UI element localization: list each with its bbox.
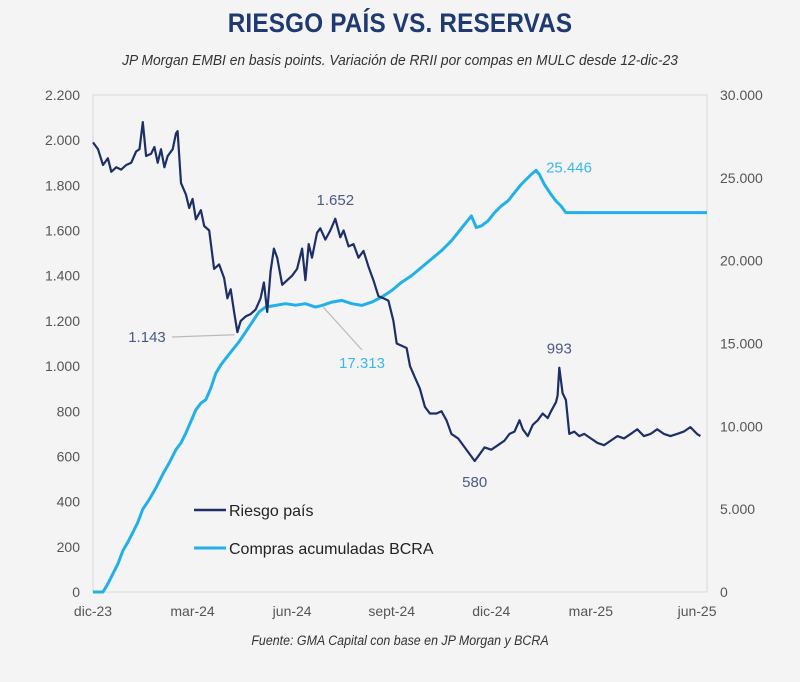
chart-subtitle: JP Morgan EMBI en basis points. Variació…	[122, 52, 678, 69]
legend-label-compras-bcra: Compras acumuladas BCRA	[229, 541, 434, 558]
legend: Riesgo país Compras acumuladas BCRA	[194, 503, 434, 558]
y-left-tick-label: 200	[57, 539, 81, 555]
chart-source: Fuente: GMA Capital con base en JP Morga…	[251, 633, 549, 648]
data-label-riesgo-pais: 580	[462, 474, 487, 491]
y-left-tick-label: 2.200	[45, 87, 80, 103]
y-right-tick-label: 20.000	[720, 253, 763, 269]
series-line-compras-bcra	[93, 168, 707, 594]
data-label-riesgo-pais: 1.143	[128, 329, 166, 346]
y-right-tick-label: 30.000	[720, 87, 763, 103]
y-left-tick-label: 800	[57, 403, 81, 419]
x-tick-label: jun-25	[677, 603, 717, 619]
data-label-compras-bcra: 17.313	[339, 355, 385, 372]
x-tick-label: dic-24	[472, 603, 510, 619]
x-tick-label: dic-23	[74, 603, 112, 619]
y-left-tick-label: 600	[57, 448, 81, 464]
chart-title: RIESGO PAÍS VS. RESERVAS	[227, 8, 573, 38]
data-label-riesgo-pais: 1.652	[317, 192, 355, 209]
data-label-riesgo-pais: 993	[547, 341, 572, 358]
y-right-tick-label: 25.000	[720, 170, 763, 186]
annotation-leaders	[171, 306, 363, 351]
data-label-compras-bcra: 25.446	[546, 159, 592, 176]
plot-area	[92, 94, 708, 593]
x-tick-label: sept-24	[368, 603, 415, 619]
annotation-leader-line	[171, 334, 235, 338]
y-left-tick-label: 1.800	[45, 177, 80, 193]
y-left-tick-label: 1.600	[45, 223, 80, 239]
y-left-tick-label: 400	[57, 494, 81, 510]
annotation-leader-line	[322, 306, 363, 351]
y-left-tick-label: 0	[72, 584, 80, 600]
series-lines	[92, 121, 707, 594]
y-right-tick-label: 5.000	[720, 501, 755, 517]
y-right-tick-label: 10.000	[720, 418, 763, 434]
x-tick-label: jun-24	[272, 603, 312, 619]
series-line-riesgo-pais	[92, 121, 701, 463]
x-tick-label: mar-24	[170, 603, 215, 619]
y-left-tick-label: 1.200	[45, 313, 80, 329]
annotations: 1.143 1.652 580 993 17.313 25.446	[128, 159, 592, 491]
y-axis-left: 0 200 400 600 800 1.000 1.200 1.400 1.600 1.800 2.…	[45, 87, 80, 600]
y-right-tick-label: 0	[720, 584, 728, 600]
y-axis-right: 0 5.000 10.000 15.000 20.000 25.000 30.000	[720, 87, 763, 600]
y-left-tick-label: 1.400	[45, 268, 80, 284]
y-right-tick-label: 15.000	[720, 336, 763, 352]
x-tick-label: mar-25	[569, 603, 614, 619]
y-left-tick-label: 1.000	[45, 358, 80, 374]
y-left-tick-label: 2.000	[45, 132, 80, 148]
x-axis: dic-23 mar-24 jun-24 sept-24 dic-24 mar-25 jun…	[74, 603, 717, 619]
legend-label-riesgo-pais: Riesgo país	[229, 503, 314, 520]
